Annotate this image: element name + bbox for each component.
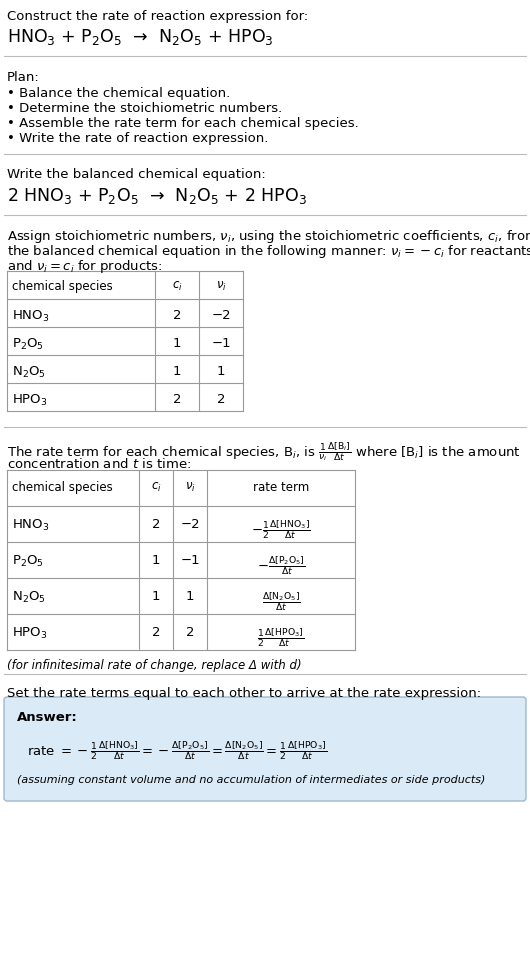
Text: Plan:: Plan: — [7, 71, 40, 84]
Text: $\frac{1}{2}\frac{\Delta[\mathrm{HPO_3}]}{\Delta t}$: $\frac{1}{2}\frac{\Delta[\mathrm{HPO_3}]… — [257, 625, 305, 648]
Text: Set the rate terms equal to each other to arrive at the rate expression:: Set the rate terms equal to each other t… — [7, 686, 481, 700]
Text: HNO$_3$: HNO$_3$ — [12, 309, 49, 323]
Text: $c_i$: $c_i$ — [172, 279, 182, 293]
Text: N$_2$O$_5$: N$_2$O$_5$ — [12, 589, 46, 605]
Text: concentration and $t$ is time:: concentration and $t$ is time: — [7, 456, 191, 471]
Text: rate $= -\frac{1}{2}\frac{\Delta[\mathrm{HNO_3}]}{\Delta t} = -\frac{\Delta[\mat: rate $= -\frac{1}{2}\frac{\Delta[\mathrm… — [27, 739, 327, 761]
Text: 1: 1 — [217, 364, 225, 378]
Text: N$_2$O$_5$: N$_2$O$_5$ — [12, 364, 46, 380]
Text: 1: 1 — [173, 364, 181, 378]
Text: Construct the rate of reaction expression for:: Construct the rate of reaction expressio… — [7, 10, 308, 23]
Text: $c_i$: $c_i$ — [151, 481, 161, 493]
Text: Answer:: Answer: — [17, 710, 78, 723]
Text: 2: 2 — [152, 625, 160, 638]
Text: P$_2$O$_5$: P$_2$O$_5$ — [12, 337, 44, 352]
Text: (assuming constant volume and no accumulation of intermediates or side products): (assuming constant volume and no accumul… — [17, 774, 485, 785]
Text: HPO$_3$: HPO$_3$ — [12, 625, 48, 641]
FancyBboxPatch shape — [4, 698, 526, 801]
Text: 1: 1 — [152, 589, 160, 603]
Text: • Write the rate of reaction expression.: • Write the rate of reaction expression. — [7, 132, 268, 145]
Text: (for infinitesimal rate of change, replace Δ with d): (for infinitesimal rate of change, repla… — [7, 658, 302, 671]
Text: 2: 2 — [186, 625, 195, 638]
Text: −2: −2 — [180, 518, 200, 531]
Text: 2: 2 — [173, 309, 181, 321]
Text: −1: −1 — [211, 337, 231, 350]
Text: HNO$_3$: HNO$_3$ — [12, 518, 49, 532]
Text: $\frac{\Delta[\mathrm{N_2O_5}]}{\Delta t}$: $\frac{\Delta[\mathrm{N_2O_5}]}{\Delta t… — [262, 589, 301, 613]
Text: 2: 2 — [173, 393, 181, 405]
Text: the balanced chemical equation in the following manner: $\nu_i = -c_i$ for react: the balanced chemical equation in the fo… — [7, 242, 530, 260]
Text: HNO$_3$ + P$_2$O$_5$  →  N$_2$O$_5$ + HPO$_3$: HNO$_3$ + P$_2$O$_5$ → N$_2$O$_5$ + HPO$… — [7, 27, 273, 47]
Text: Assign stoichiometric numbers, $\nu_i$, using the stoichiometric coefficients, $: Assign stoichiometric numbers, $\nu_i$, … — [7, 228, 530, 245]
Text: 2: 2 — [152, 518, 160, 531]
Text: $-\frac{\Delta[\mathrm{P_2O_5}]}{\Delta t}$: $-\frac{\Delta[\mathrm{P_2O_5}]}{\Delta … — [257, 553, 305, 576]
Text: −2: −2 — [211, 309, 231, 321]
Text: Write the balanced chemical equation:: Write the balanced chemical equation: — [7, 168, 266, 181]
Text: P$_2$O$_5$: P$_2$O$_5$ — [12, 553, 44, 569]
Text: 2: 2 — [217, 393, 225, 405]
Text: −1: −1 — [180, 553, 200, 567]
Text: 2 HNO$_3$ + P$_2$O$_5$  →  N$_2$O$_5$ + 2 HPO$_3$: 2 HNO$_3$ + P$_2$O$_5$ → N$_2$O$_5$ + 2 … — [7, 186, 307, 206]
Text: and $\nu_i = c_i$ for products:: and $\nu_i = c_i$ for products: — [7, 258, 163, 275]
Text: • Determine the stoichiometric numbers.: • Determine the stoichiometric numbers. — [7, 102, 282, 115]
Text: chemical species: chemical species — [12, 481, 113, 493]
Text: $-\frac{1}{2}\frac{\Delta[\mathrm{HNO_3}]}{\Delta t}$: $-\frac{1}{2}\frac{\Delta[\mathrm{HNO_3}… — [251, 518, 311, 540]
Text: $\nu_i$: $\nu_i$ — [184, 481, 196, 493]
Text: 1: 1 — [186, 589, 195, 603]
Text: 1: 1 — [152, 553, 160, 567]
Text: $\nu_i$: $\nu_i$ — [216, 279, 226, 293]
Text: The rate term for each chemical species, B$_i$, is $\frac{1}{\nu_i}\frac{\Delta[: The rate term for each chemical species,… — [7, 440, 521, 462]
Text: 1: 1 — [173, 337, 181, 350]
Text: • Balance the chemical equation.: • Balance the chemical equation. — [7, 87, 230, 100]
Text: HPO$_3$: HPO$_3$ — [12, 393, 48, 407]
Text: • Assemble the rate term for each chemical species.: • Assemble the rate term for each chemic… — [7, 117, 359, 130]
Text: rate term: rate term — [253, 481, 309, 493]
Text: chemical species: chemical species — [12, 279, 113, 293]
